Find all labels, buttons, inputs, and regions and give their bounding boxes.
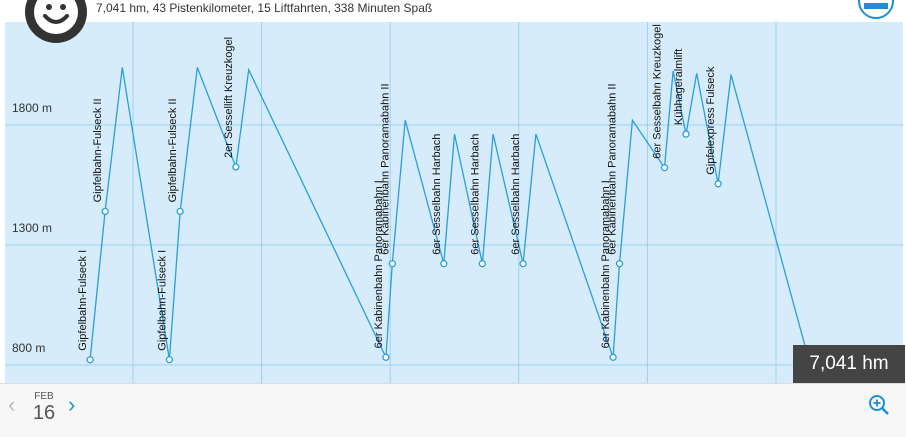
session-summary: 7,041 hm, 43 Pistenkilometer, 15 Liftfah…: [96, 1, 433, 15]
lift-marker[interactable]: [232, 163, 240, 171]
lift-label: 2er Sessellift Kreuzkogel: [223, 37, 235, 158]
lift-label: 6er Sesselbahn Harbach: [510, 134, 522, 255]
lift-marker[interactable]: [388, 260, 396, 268]
lift-marker[interactable]: [519, 260, 527, 268]
lift-marker[interactable]: [440, 260, 448, 268]
lift-marker[interactable]: [101, 207, 109, 216]
lift-label: 6er Sesselbahn Harbach: [469, 134, 481, 255]
lift-marker[interactable]: [660, 164, 669, 172]
lift-labels: Gipfelbahn-Fulseck I Gipfelbahn-Fulseck I…: [77, 24, 717, 351]
lift-label: Kühhageralmlift: [673, 49, 685, 125]
date-display: FEB 16: [30, 391, 58, 425]
smiley-face-icon: [25, 0, 87, 43]
lift-label: 6er Kabinenbahn Panoramabahn II: [607, 83, 619, 254]
summary-header: 7,041 hm, 43 Pistenkilometer, 15 Liftfah…: [0, 0, 906, 43]
lift-marker[interactable]: [382, 353, 390, 361]
lift-marker[interactable]: [478, 260, 487, 268]
lift-label: 6er Kabinenbahn Panoramabahn II: [379, 83, 391, 254]
lift-label: Gipfelbahn-Fulseck II: [167, 98, 179, 202]
lift-marker[interactable]: [176, 207, 184, 216]
lift-marker[interactable]: [682, 130, 690, 138]
lift-label: 6er Sesselbahn Harbach: [431, 134, 443, 255]
lift-marker[interactable]: [609, 353, 617, 361]
chevron-left-icon[interactable]: ‹: [8, 392, 16, 417]
lift-markers: [86, 130, 722, 364]
lift-label: Gipfelexpress Fulseck: [705, 66, 717, 175]
lift-marker[interactable]: [615, 260, 624, 268]
lift-label: 6er Kabinenbahn Panoramabahn I: [600, 180, 612, 348]
timeline-bar: ‹ FEB 16 ›: [0, 383, 906, 437]
lift-marker[interactable]: [714, 180, 722, 188]
y-tick-label: 1800 m: [12, 101, 52, 115]
date-month: FEB: [34, 391, 54, 402]
lift-label: Gipfelbahn-Fulseck I: [77, 250, 89, 351]
y-tick-label: 800 m: [12, 341, 45, 355]
y-axis: 800 m 1300 m 1800 m: [12, 101, 52, 355]
lift-marker[interactable]: [86, 356, 94, 364]
total-elevation-badge: 7,041 hm: [793, 345, 905, 383]
y-tick-label: 1300 m: [12, 221, 52, 235]
lift-label: Gipfelbahn-Fulseck II: [92, 98, 104, 202]
brand-logo-icon: [858, 0, 894, 19]
grid: [5, 22, 903, 383]
zoom-in-icon[interactable]: [868, 394, 890, 416]
date-day: 16: [32, 402, 56, 424]
lift-label: Gipfelbahn-Fulseck I: [156, 250, 168, 351]
plot-background: [5, 22, 903, 383]
lift-marker[interactable]: [165, 356, 174, 364]
chevron-right-icon[interactable]: ›: [68, 392, 76, 417]
lift-label: 6er Sesselbahn Kreuzkogel: [652, 24, 664, 159]
lift-label: 6er Kabinenbahn Panoramabahn I: [373, 180, 385, 348]
